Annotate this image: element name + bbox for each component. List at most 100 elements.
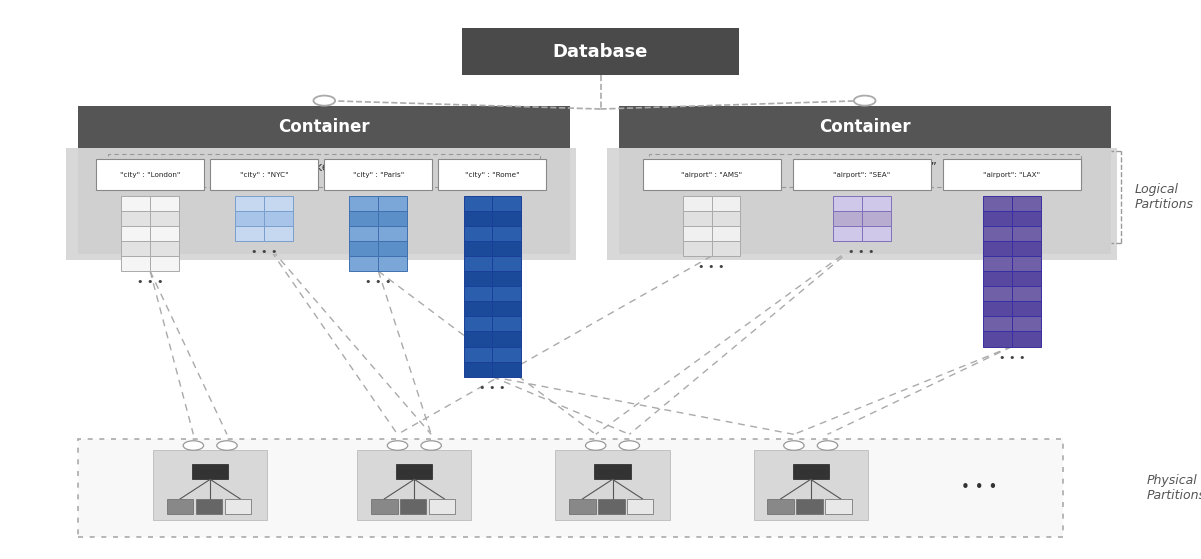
Text: • • •: • • • <box>848 247 876 257</box>
Circle shape <box>313 96 335 106</box>
Circle shape <box>586 440 605 451</box>
FancyBboxPatch shape <box>825 499 852 514</box>
FancyBboxPatch shape <box>492 362 521 377</box>
FancyBboxPatch shape <box>598 499 625 514</box>
FancyBboxPatch shape <box>712 211 740 226</box>
FancyBboxPatch shape <box>796 499 823 514</box>
FancyBboxPatch shape <box>378 211 407 226</box>
FancyBboxPatch shape <box>982 331 1012 347</box>
FancyBboxPatch shape <box>862 196 891 211</box>
FancyBboxPatch shape <box>492 316 521 331</box>
FancyBboxPatch shape <box>150 211 179 226</box>
FancyBboxPatch shape <box>569 499 596 514</box>
FancyBboxPatch shape <box>862 226 891 241</box>
Text: Container: Container <box>819 118 910 136</box>
Text: • • •: • • • <box>698 262 725 272</box>
FancyBboxPatch shape <box>982 286 1012 301</box>
FancyBboxPatch shape <box>264 211 293 226</box>
FancyBboxPatch shape <box>754 450 868 520</box>
FancyBboxPatch shape <box>492 286 521 301</box>
Text: • • •: • • • <box>251 247 277 257</box>
FancyBboxPatch shape <box>121 196 150 211</box>
FancyBboxPatch shape <box>264 196 293 211</box>
FancyBboxPatch shape <box>594 464 631 479</box>
FancyBboxPatch shape <box>349 211 378 226</box>
FancyBboxPatch shape <box>464 316 492 331</box>
FancyBboxPatch shape <box>464 286 492 301</box>
FancyBboxPatch shape <box>1012 316 1040 331</box>
FancyBboxPatch shape <box>982 211 1012 226</box>
FancyBboxPatch shape <box>1012 256 1040 271</box>
FancyBboxPatch shape <box>492 211 521 226</box>
Text: • • •: • • • <box>137 277 163 287</box>
FancyBboxPatch shape <box>1012 286 1040 301</box>
FancyBboxPatch shape <box>982 271 1012 286</box>
FancyBboxPatch shape <box>464 256 492 271</box>
Text: "city" : "London": "city" : "London" <box>120 172 180 178</box>
Text: "city" : "Rome": "city" : "Rome" <box>465 172 520 178</box>
FancyBboxPatch shape <box>1012 241 1040 256</box>
FancyBboxPatch shape <box>627 499 653 514</box>
FancyBboxPatch shape <box>349 196 378 211</box>
FancyBboxPatch shape <box>1012 301 1040 316</box>
Text: Logical
Partitions: Logical Partitions <box>1135 183 1194 211</box>
FancyBboxPatch shape <box>349 241 378 256</box>
Text: • • •: • • • <box>479 383 506 393</box>
FancyBboxPatch shape <box>1012 211 1040 226</box>
Text: partition key = “airport”: partition key = “airport” <box>793 161 937 174</box>
FancyBboxPatch shape <box>492 226 521 241</box>
Circle shape <box>387 440 407 451</box>
FancyBboxPatch shape <box>833 226 862 241</box>
FancyBboxPatch shape <box>492 271 521 286</box>
FancyBboxPatch shape <box>429 499 455 514</box>
FancyBboxPatch shape <box>121 211 150 226</box>
FancyBboxPatch shape <box>492 347 521 362</box>
FancyBboxPatch shape <box>793 464 829 479</box>
FancyBboxPatch shape <box>492 256 521 271</box>
FancyBboxPatch shape <box>982 256 1012 271</box>
FancyBboxPatch shape <box>619 106 1111 148</box>
FancyBboxPatch shape <box>154 450 268 520</box>
FancyBboxPatch shape <box>712 241 740 256</box>
FancyBboxPatch shape <box>378 241 407 256</box>
FancyBboxPatch shape <box>78 439 1063 537</box>
FancyBboxPatch shape <box>396 464 432 479</box>
FancyBboxPatch shape <box>378 256 407 271</box>
Text: • • •: • • • <box>365 277 392 287</box>
Circle shape <box>784 440 805 451</box>
FancyBboxPatch shape <box>464 362 492 377</box>
FancyBboxPatch shape <box>167 499 193 514</box>
FancyBboxPatch shape <box>378 226 407 241</box>
FancyBboxPatch shape <box>96 159 204 190</box>
FancyBboxPatch shape <box>324 159 432 190</box>
FancyBboxPatch shape <box>464 226 492 241</box>
FancyBboxPatch shape <box>264 226 293 241</box>
FancyBboxPatch shape <box>464 331 492 347</box>
FancyBboxPatch shape <box>235 226 264 241</box>
Text: "airport": "SEA": "airport": "SEA" <box>833 172 890 178</box>
Text: Database: Database <box>552 42 649 61</box>
FancyBboxPatch shape <box>78 106 570 148</box>
FancyBboxPatch shape <box>192 464 228 479</box>
FancyBboxPatch shape <box>349 256 378 271</box>
FancyBboxPatch shape <box>492 241 521 256</box>
FancyBboxPatch shape <box>833 196 862 211</box>
Text: • • •: • • • <box>998 353 1026 363</box>
FancyBboxPatch shape <box>1012 196 1040 211</box>
FancyBboxPatch shape <box>982 226 1012 241</box>
FancyBboxPatch shape <box>371 499 398 514</box>
FancyBboxPatch shape <box>150 241 179 256</box>
FancyBboxPatch shape <box>358 450 471 520</box>
Text: partition key = “city”: partition key = “city” <box>261 161 388 174</box>
FancyBboxPatch shape <box>982 316 1012 331</box>
Text: "city" : "Paris": "city" : "Paris" <box>353 172 404 178</box>
Text: Container: Container <box>279 118 370 136</box>
FancyBboxPatch shape <box>150 226 179 241</box>
FancyBboxPatch shape <box>643 159 781 190</box>
FancyBboxPatch shape <box>943 159 1081 190</box>
FancyBboxPatch shape <box>150 256 179 271</box>
FancyBboxPatch shape <box>492 196 521 211</box>
FancyBboxPatch shape <box>196 499 222 514</box>
FancyBboxPatch shape <box>767 499 794 514</box>
Text: "airport": "LAX": "airport": "LAX" <box>984 172 1040 178</box>
